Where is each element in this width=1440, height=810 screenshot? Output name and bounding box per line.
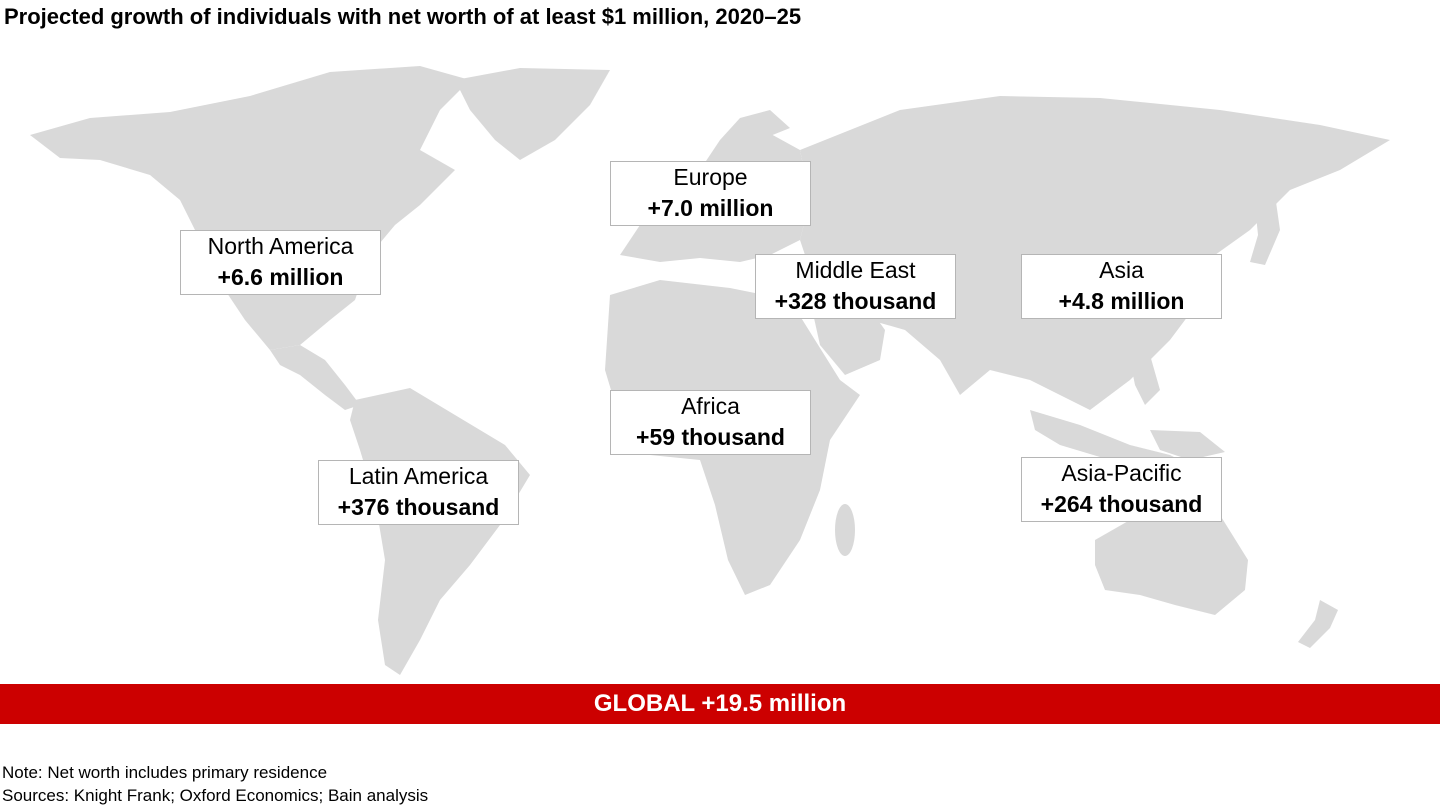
region-name: Latin America [348,463,489,489]
central-america-landmass [270,345,360,410]
madagascar-landmass [835,504,855,556]
label-asia: Asia +4.8 million [1021,254,1222,319]
chart-title: Projected growth of individuals with net… [4,4,802,29]
label-europe: Europe +7.0 million [610,161,811,226]
region-value: +7.0 million [647,195,774,221]
note-text: Note: Net worth includes primary residen… [2,763,328,782]
region-value: +376 thousand [337,494,500,520]
label-middle-east: Middle East +328 thousand [755,254,956,319]
region-value: +328 thousand [774,288,937,314]
greenland-landmass [455,68,610,160]
new-zealand-landmass [1298,600,1338,648]
north-america-landmass [30,66,470,350]
global-total-bar: GLOBAL +19.5 million [0,684,1440,724]
region-value: +4.8 million [1058,288,1185,314]
label-latin-america: Latin America +376 thousand [318,460,519,525]
south-america-landmass [350,388,530,675]
region-name: Asia [1099,257,1144,283]
region-value: +6.6 million [217,264,344,290]
japan-landmass [1250,195,1280,265]
label-asia-pacific: Asia-Pacific +264 thousand [1021,457,1222,522]
region-name: North America [207,233,354,259]
philippines-landmass [1130,355,1160,405]
label-africa: Africa +59 thousand [610,390,811,455]
new-guinea-landmass [1150,430,1225,460]
region-name: Africa [681,393,740,419]
region-name: Middle East [795,257,916,283]
region-name: Europe [673,164,748,190]
asia-landmass [800,96,1390,410]
sources-text: Sources: Knight Frank; Oxford Economics;… [2,786,429,805]
region-name: Asia-Pacific [1061,460,1182,486]
australia-landmass [1095,505,1248,615]
scandinavia-landmass [720,110,790,140]
region-value: +264 thousand [1040,491,1203,517]
region-value: +59 thousand [636,424,785,450]
world-map [30,66,1390,675]
label-north-america: North America +6.6 million [180,230,381,295]
